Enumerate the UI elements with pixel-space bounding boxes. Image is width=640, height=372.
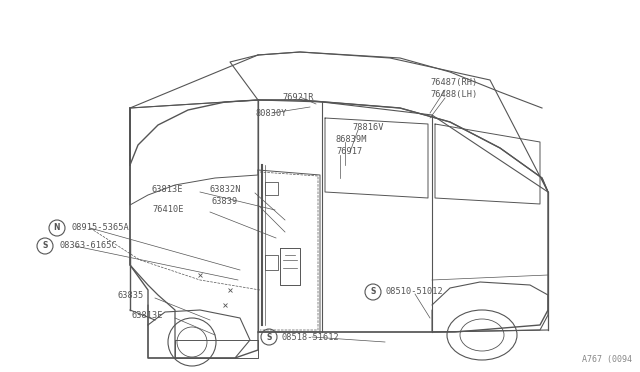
Text: 08518-51612: 08518-51612: [282, 333, 340, 341]
Text: 63832N: 63832N: [210, 185, 241, 193]
Text: 80830Y: 80830Y: [256, 109, 287, 118]
Text: 86839M: 86839M: [336, 135, 367, 144]
Text: A767 (0094: A767 (0094: [582, 355, 632, 364]
Text: 78816V: 78816V: [352, 122, 383, 131]
Text: 76488(LH): 76488(LH): [430, 90, 477, 99]
Text: S: S: [42, 241, 48, 250]
Text: 76917: 76917: [336, 148, 362, 157]
Text: 63839: 63839: [212, 198, 238, 206]
Text: S: S: [266, 333, 272, 341]
Text: 08915-5365A: 08915-5365A: [72, 224, 130, 232]
Text: N: N: [54, 224, 60, 232]
Text: 63835: 63835: [118, 292, 144, 301]
Text: 63813E: 63813E: [132, 311, 163, 320]
Text: 76921R: 76921R: [282, 93, 314, 102]
Text: 76410E: 76410E: [152, 205, 184, 215]
Text: 08363-6165C: 08363-6165C: [60, 241, 118, 250]
Text: 08510-51012: 08510-51012: [386, 288, 444, 296]
Text: 76487(RH): 76487(RH): [430, 77, 477, 87]
Text: S: S: [371, 288, 376, 296]
Text: 63813E: 63813E: [152, 185, 184, 193]
